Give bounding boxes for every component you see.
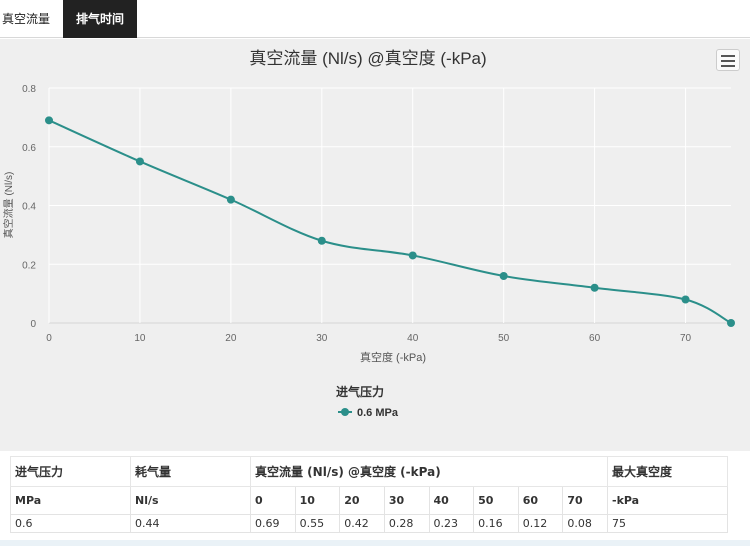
- spec-table: 进气压力 耗气量 真空流量 (Nl/s) @真空度 (-kPa) 最大真空度 M…: [10, 456, 728, 533]
- vacuum-level-cell: 70: [562, 486, 608, 515]
- flow-value-cell: 0.28: [383, 514, 430, 533]
- line-chart: 真空流量 (Nl/s) @真空度 (-kPa) 0 0.2 0.4 0.6 0.8 0 10 2…: [2, 49, 735, 419]
- data-point: [317, 236, 326, 245]
- tab-bar: 真空流量 排气时间: [0, 0, 750, 38]
- flow-value-cell: 0.42: [339, 514, 385, 533]
- unit-air-consumption: Nl/s: [130, 486, 251, 515]
- flow-value-cell: 0.16: [473, 514, 519, 533]
- vacuum-level-cell: 0: [250, 486, 296, 515]
- tab-vacuum-flow[interactable]: 真空流量: [2, 12, 51, 26]
- header-air-consumption: 耗气量: [130, 456, 251, 487]
- x-tick-label: 20: [225, 333, 237, 344]
- x-tick-label: 40: [407, 333, 419, 344]
- data-point: [408, 251, 417, 260]
- data-point: [45, 116, 53, 125]
- unit-inlet-pressure: MPa: [10, 486, 131, 515]
- vacuum-level-cell: 60: [517, 486, 564, 515]
- x-tick-label: 0: [46, 333, 52, 344]
- y-tick-label: 0.8: [22, 84, 36, 95]
- page-footer-strip: [0, 540, 750, 546]
- data-point: [499, 272, 508, 280]
- flow-value-cell: 0.55: [294, 514, 341, 533]
- value-inlet-pressure: 0.6: [10, 514, 131, 533]
- x-axis-label: 真空度 (-kPa): [360, 350, 426, 364]
- y-tick-label: 0.4: [22, 202, 36, 213]
- y-tick-label: 0: [30, 319, 36, 330]
- x-tick-label: 70: [680, 333, 692, 344]
- hamburger-menu-icon[interactable]: [716, 49, 740, 71]
- header-vacuum-flow: 真空流量 (Nl/s) @真空度 (-kPa): [250, 456, 608, 487]
- data-point: [135, 157, 144, 166]
- unit-max-vacuum: -kPa: [607, 486, 728, 515]
- legend-marker: [341, 408, 349, 416]
- vacuum-level-cell: 10: [294, 486, 341, 515]
- data-point: [681, 295, 690, 304]
- vacuum-level-cell: 30: [383, 486, 430, 515]
- y-tick-label: 0.2: [22, 260, 36, 271]
- x-tick-label: 10: [134, 333, 146, 344]
- chart-container: 真空流量 (Nl/s) @真空度 (-kPa) 0 0.2 0.4 0.6 0.8 0 10 2…: [0, 39, 750, 451]
- x-tick-label: 50: [498, 333, 510, 344]
- header-inlet-pressure: 进气压力: [10, 456, 131, 487]
- value-air-consumption: 0.44: [130, 514, 251, 533]
- tab-exhaust-time[interactable]: 排气时间: [63, 0, 137, 38]
- flow-value-cell: 0.23: [428, 514, 475, 533]
- legend-label: 0.6 MPa: [357, 407, 399, 419]
- flow-value-cell: 0.12: [517, 514, 564, 533]
- flow-value-cell: 0.08: [562, 514, 608, 533]
- series-line: [48, 119, 732, 324]
- x-tick-label: 30: [316, 333, 328, 344]
- value-max-vacuum: 75: [607, 514, 728, 533]
- legend-title: 进气压力: [336, 384, 384, 399]
- vacuum-level-cell: 50: [473, 486, 519, 515]
- data-point: [226, 195, 235, 204]
- x-tick-label: 60: [589, 333, 601, 344]
- vacuum-level-cell: 40: [428, 486, 475, 515]
- y-tick-label: 0.6: [22, 143, 36, 154]
- header-max-vacuum: 最大真空度: [607, 456, 728, 487]
- data-point: [590, 283, 599, 292]
- data-point: [727, 319, 735, 327]
- flow-value-cell: 0.69: [250, 514, 296, 533]
- chart-title: 真空流量 (Nl/s) @真空度 (-kPa): [249, 49, 486, 68]
- vacuum-level-cell: 20: [339, 486, 385, 515]
- y-axis-label: 真空流量 (Nl/s): [2, 172, 15, 239]
